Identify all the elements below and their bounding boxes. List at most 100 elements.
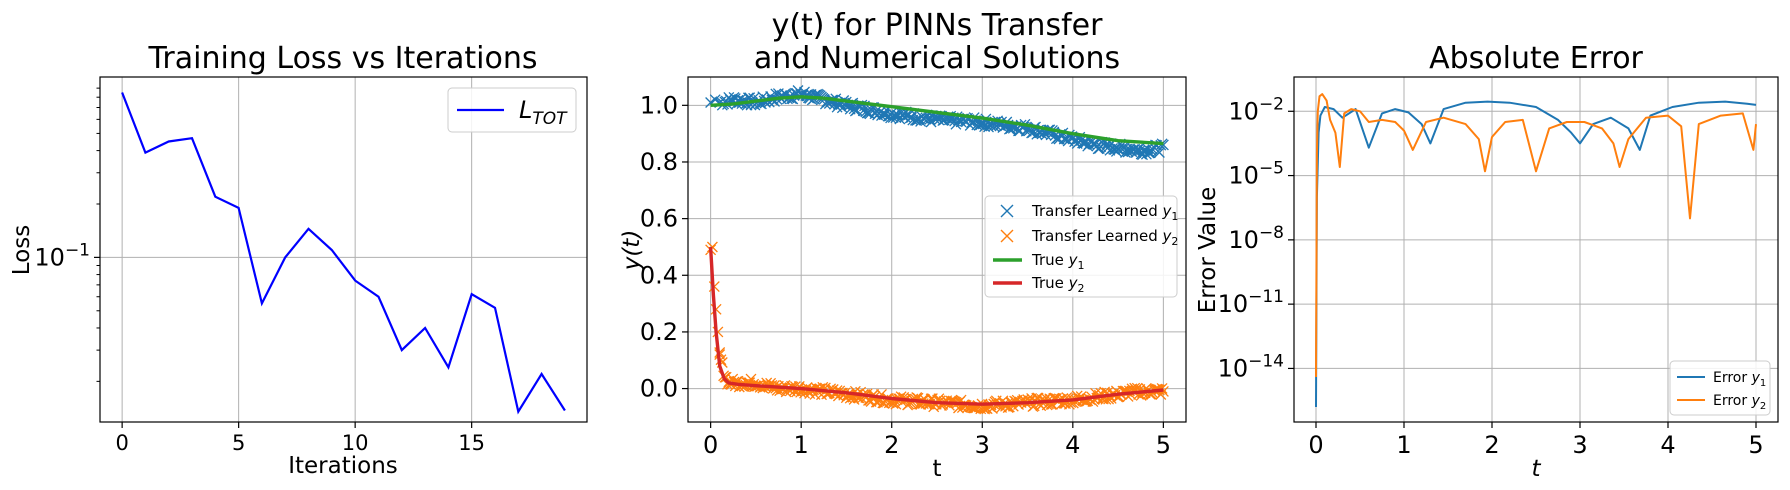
solution-legend-label: True y1 (1031, 251, 1085, 272)
loss-series (121, 92, 566, 415)
error-y-tick-label-base: 10 (1218, 354, 1249, 382)
loss-legend: LTOT (447, 87, 577, 133)
solution-legend-label-sub: 2 (1171, 235, 1178, 248)
error-y-tick-label-exponent: −11 (1248, 287, 1284, 307)
error-legend-label-sub: 2 (1760, 401, 1766, 412)
solution-legend-box (984, 195, 1178, 298)
solution-y-tick-label: 0.4 (640, 261, 678, 289)
error-legend-label: Error y1 (1713, 370, 1766, 389)
loss-grid (100, 77, 587, 422)
error-x-tick-label: 5 (1748, 431, 1763, 459)
error-y-tick-label-base: 10 (1228, 226, 1259, 254)
error-legend-box (1669, 360, 1771, 416)
loss-x-tick-label: 0 (115, 431, 128, 455)
solution-legend-label-sub: 1 (1078, 259, 1085, 272)
error-y-tick-label: 10−5 (1228, 159, 1284, 190)
solution-legend-label-main: Transfer Learned (1031, 202, 1163, 220)
loss-plot-frame (99, 76, 588, 423)
loss-x-tick-label: 15 (458, 431, 485, 455)
solution-chart-title-line1: y(t) for PINNs Transfer (772, 8, 1104, 43)
error-line-2 (1315, 93, 1757, 378)
loss-chart-title: Training Loss vs Iterations (147, 41, 537, 76)
solution-ticks: 0 1 2 3 4 5 0.0 0.2 0.4 0.6 0.8 1.0 (640, 91, 1171, 459)
error-legend-label-var: y (1751, 393, 1761, 409)
error-series (1315, 93, 1757, 408)
solution-legend-label-var: y (1162, 202, 1173, 220)
error-legend-label-sub: 1 (1760, 378, 1766, 389)
error-y-axis-label: Error Value (1195, 187, 1221, 314)
error-x-axis-label: t (1531, 456, 1541, 482)
error-legend-label-main: Error (1713, 393, 1752, 409)
solution-x-tick-label: 0 (703, 431, 718, 459)
solution-plot-frame (687, 76, 1187, 423)
loss-y-axis-label: Loss (9, 225, 35, 275)
error-legend-label-main: Error (1713, 370, 1752, 386)
solution-x-tick-label: 5 (1156, 431, 1171, 459)
error-legend-label: Error y2 (1713, 393, 1766, 412)
error-y-tick-label: 10−14 (1218, 351, 1284, 382)
loss-x-axis-label: Iterations (288, 453, 398, 479)
solution-chart: 0 1 2 3 4 5 0.0 0.2 0.4 0.6 0.8 1.0 y(t) for PINNs … (619, 8, 1187, 482)
loss-y-tick-label-exponent: −1 (65, 240, 90, 260)
solution-series (705, 85, 1169, 415)
solution-legend-label-var: y (1162, 227, 1173, 245)
loss-legend-label-main: L (519, 96, 532, 124)
error-x-tick-label: 0 (1308, 431, 1323, 459)
error-x-tick-label: 3 (1572, 431, 1587, 459)
solution-true-line-2 (708, 246, 1164, 406)
error-line-1 (1315, 100, 1757, 408)
solution-legend-label-var: y (1068, 251, 1079, 269)
loss-legend-label: LTOT (519, 96, 568, 129)
error-y-tick-label: 10−11 (1218, 287, 1284, 318)
solution-legend-swatch (1000, 204, 1014, 218)
error-y-tick-label-base: 10 (1218, 290, 1249, 318)
error-x-tick-label: 1 (1396, 431, 1411, 459)
solution-chart-title-line2: and Numerical Solutions (754, 41, 1120, 76)
solution-x-tick-label: 2 (884, 431, 899, 459)
error-y-tick-label: 10−8 (1228, 223, 1284, 254)
solution-y-tick-label: 1.0 (640, 91, 678, 119)
error-chart-title: Absolute Error (1429, 41, 1643, 76)
solution-legend-label: Transfer Learned y1 (1031, 202, 1178, 223)
solution-x-tick-label: 4 (1065, 431, 1080, 459)
error-y-tick-label-exponent: −14 (1248, 351, 1284, 371)
solution-true-line-1 (710, 95, 1164, 146)
error-y-tick-label-exponent: −5 (1259, 159, 1284, 179)
solution-x-tick-label: 1 (794, 431, 809, 459)
solution-legend-label-sub: 2 (1078, 282, 1085, 295)
error-grid (1294, 77, 1778, 422)
error-plot-frame (1293, 76, 1779, 423)
error-y-tick-label-base: 10 (1228, 162, 1259, 190)
solution-legend-label-var: y (1068, 274, 1079, 292)
error-y-tick-label-exponent: −2 (1259, 94, 1284, 114)
solution-marker-series-1 (705, 85, 1169, 161)
error-y-tick-label: 10−2 (1228, 94, 1284, 125)
solution-markers (705, 85, 1169, 161)
solution-y-axis-label: y(t) (619, 230, 645, 272)
loss-x-tick-label: 10 (342, 431, 369, 455)
solution-legend-swatch (1000, 229, 1014, 243)
loss-x-tick-label: 5 (232, 431, 245, 455)
solution-legend-label-sub: 1 (1171, 210, 1178, 223)
solution-legend-label-main: Transfer Learned (1031, 227, 1163, 245)
solution-y-tick-label: 0.6 (640, 205, 678, 233)
loss-y-tick-label-base: 10 (34, 243, 65, 271)
solution-legend-label-main: True (1031, 251, 1069, 269)
solution-legend-label-main: True (1031, 274, 1069, 292)
solution-y-tick-label: 0.0 (640, 375, 678, 403)
error-legend-label-var: y (1751, 370, 1761, 386)
loss-line (121, 92, 566, 415)
error-x-tick-label: 4 (1660, 431, 1675, 459)
solution-y-tick-label: 0.8 (640, 148, 678, 176)
error-x-tick-label: 2 (1484, 431, 1499, 459)
loss-y-tick-label: 10−1 (34, 240, 90, 271)
solution-legend-label: Transfer Learned y2 (1031, 227, 1178, 248)
solution-x-tick-label: 3 (975, 431, 990, 459)
solution-x-axis-label: t (932, 456, 941, 482)
